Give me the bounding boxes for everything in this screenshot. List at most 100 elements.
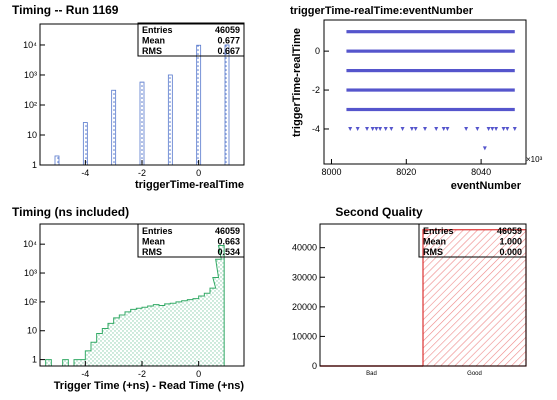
y-tick-label: 10000	[292, 331, 317, 341]
y-tick-label: 10⁴	[23, 40, 37, 50]
y-tick-label: 1	[32, 160, 37, 170]
x-tick-label: Bad	[366, 371, 377, 377]
scatter-point	[355, 126, 360, 131]
stats-label: RMS	[142, 46, 162, 56]
x-tick-label: Good	[467, 371, 482, 377]
histogram-bar	[111, 89, 117, 166]
y-tick-label: 10⁴	[23, 239, 37, 249]
y-tick-label: 40000	[292, 243, 317, 253]
histogram-bar	[224, 44, 230, 166]
panel-timing-run: Timing -- Run 1169 -4 -2 0 1 10 10² 10³ 10⁴ tri…	[12, 3, 245, 191]
scatter-point	[365, 126, 370, 131]
y-tick-label: 0	[312, 361, 317, 371]
stats-label: Mean	[423, 237, 446, 247]
scatter-point	[441, 126, 446, 131]
stats-label: Entries	[423, 226, 454, 236]
scatter-point	[512, 126, 517, 131]
chart-title: triggerTime-realTime:eventNumber	[290, 5, 474, 17]
stats-frame	[137, 223, 245, 258]
scatter-point	[486, 126, 491, 131]
stats-box: Entries 46059 Mean 0.677 RMS 0.667	[137, 22, 245, 57]
scatter-point	[378, 126, 383, 131]
histogram-bar	[196, 44, 202, 166]
y-tick-label: -2	[312, 85, 320, 95]
y-tick-label: 10³	[24, 70, 37, 80]
stats-value: 0.000	[499, 247, 522, 257]
stats-label: Entries	[142, 226, 173, 236]
x-axis-label: triggerTime-realTime	[135, 179, 244, 191]
histogram-area-path	[45, 244, 225, 367]
chart-title: Timing -- Run 1169	[12, 3, 119, 17]
axes: 8000 8020 8040 0 -2 -4	[312, 19, 527, 177]
chart-title: Second Quality	[335, 205, 423, 219]
y-tick-label: 1	[32, 355, 37, 365]
stats-box: Entries 46059 Mean 0.663 RMS 0.534	[137, 223, 245, 258]
scatter-band	[346, 49, 515, 53]
stats-label: Mean	[142, 237, 165, 247]
stats-value: 0.667	[217, 46, 240, 56]
x-axis-label: Trigger Time (+ns) - Read Time (+ns)	[54, 380, 245, 392]
x-tick-label: -2	[138, 369, 146, 379]
x-tick-label: -4	[81, 168, 89, 178]
stats-value: 46059	[215, 25, 240, 35]
y-tick-label: 10²	[24, 100, 37, 110]
scatter-point	[475, 126, 480, 131]
scatter-point	[370, 126, 375, 131]
x-tick-label: -4	[81, 369, 89, 379]
axes: -4 -2 0 1 10 10² 10³ 10⁴	[23, 23, 245, 178]
scatter-band	[346, 68, 515, 73]
y-tick-label: -4	[312, 124, 320, 134]
stats-frame	[137, 22, 245, 57]
scatter-point	[423, 126, 427, 131]
y-tick-label: 0	[315, 46, 320, 56]
histogram-bars	[54, 44, 230, 166]
histogram-bar	[82, 122, 88, 166]
scatter-point	[482, 146, 487, 151]
y-tick-label: 10³	[24, 268, 37, 278]
scatter-point	[409, 126, 414, 131]
chart-title: Timing (ns included)	[12, 205, 129, 219]
stats-value: 46059	[497, 226, 522, 236]
stats-label: Entries	[142, 25, 173, 35]
stats-value: 1.000	[499, 237, 522, 247]
panel-timing-ns: Timing (ns included) -4 -2 0 1 10 10² 10³ 10⁴ T…	[12, 205, 245, 392]
x-tick-label: 8020	[396, 167, 416, 177]
scatter-point	[464, 126, 469, 131]
y-tick-label: 10	[27, 130, 37, 140]
x-tick-label: 0	[196, 168, 201, 178]
scatter-point	[434, 126, 439, 131]
y-tick-label: 10	[27, 326, 37, 336]
y-axis-label: triggerTime-realTime	[291, 28, 303, 137]
scatter-point	[494, 126, 499, 131]
scatter-point	[400, 126, 405, 131]
scatter-band	[346, 30, 515, 34]
stats-label: RMS	[423, 247, 443, 257]
scatter-points	[346, 30, 517, 151]
stats-value: 0.677	[217, 36, 240, 46]
scatter-point	[389, 126, 394, 131]
panel-scatter: triggerTime-realTime:eventNumber 8000 802…	[290, 5, 543, 192]
histogram-bar	[167, 74, 173, 166]
x-axis-label: eventNumber	[451, 180, 522, 192]
histogram-area	[45, 244, 225, 367]
histogram-bar	[139, 81, 145, 166]
y-tick-label: 20000	[292, 302, 317, 312]
stats-value: 46059	[215, 226, 240, 236]
stats-label: Mean	[142, 36, 165, 46]
scatter-band	[346, 107, 515, 112]
x-tick-label: 8040	[471, 167, 491, 177]
x-tick-label: 8000	[321, 167, 341, 177]
stats-label: RMS	[142, 247, 162, 257]
scatter-point	[505, 126, 510, 131]
scatter-point	[348, 126, 353, 131]
scatter-point	[445, 126, 450, 131]
plot-frame	[323, 19, 527, 165]
histogram-bar	[54, 155, 60, 166]
scatter-point	[490, 126, 495, 131]
scatter-point	[383, 126, 388, 131]
x-tick-label: -2	[138, 168, 146, 178]
stats-value: 0.663	[217, 237, 240, 247]
stats-frame	[418, 223, 527, 258]
scatter-point	[374, 126, 379, 131]
